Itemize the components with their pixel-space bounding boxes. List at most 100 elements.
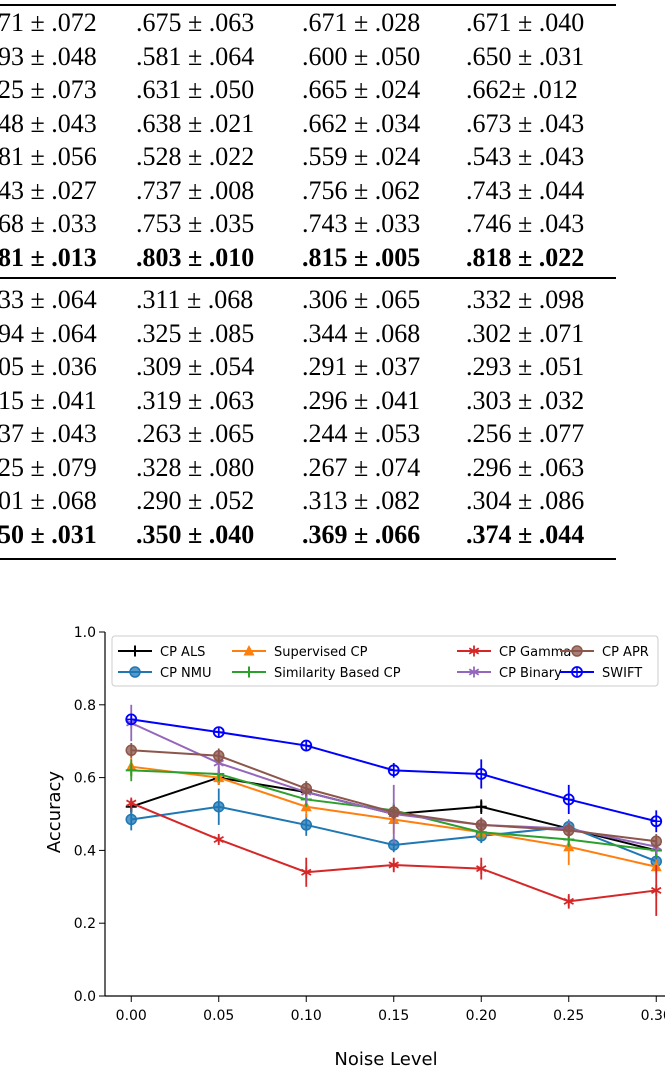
table-cell: .743 ± .044 bbox=[466, 175, 585, 205]
table-cell: .309 ± .054 bbox=[136, 352, 255, 381]
legend-label: CP ALS bbox=[160, 645, 205, 660]
table-cell: 50 ± .031 bbox=[0, 519, 97, 549]
legend-item: CP Gamma bbox=[457, 645, 571, 660]
legend-item: Similarity Based CP bbox=[232, 666, 401, 681]
table-cell: .665 ± .024 bbox=[302, 75, 421, 104]
x-tick-label: 0.25 bbox=[553, 1008, 584, 1024]
table-mid-rule bbox=[0, 277, 616, 279]
data-point bbox=[388, 806, 400, 818]
table-cell: .263 ± .065 bbox=[136, 419, 255, 448]
data-point bbox=[213, 835, 224, 844]
table-cell: .313 ± .082 bbox=[302, 486, 421, 515]
legend-label: Supervised CP bbox=[274, 645, 368, 660]
table-cell: 01 ± .068 bbox=[0, 486, 97, 515]
data-point bbox=[300, 819, 312, 831]
table-bottom-rule bbox=[0, 558, 616, 560]
data-point bbox=[126, 799, 137, 807]
table-cell: .293 ± .051 bbox=[466, 352, 585, 381]
table-cell: .306 ± .065 bbox=[302, 285, 421, 314]
data-point bbox=[125, 813, 137, 826]
table-cell: .673 ± .043 bbox=[466, 108, 585, 138]
data-point bbox=[213, 750, 225, 762]
table-cell: .344 ± .068 bbox=[302, 318, 421, 348]
y-tick-label: 0.8 bbox=[74, 698, 96, 714]
y-tick-label: 1.0 bbox=[74, 625, 96, 641]
legend-item: CP ALS bbox=[118, 645, 205, 660]
series-cp-gamma bbox=[126, 797, 662, 916]
x-axis-label: Noise Level bbox=[334, 1049, 437, 1070]
table-cell: .638 ± .021 bbox=[136, 108, 255, 138]
chart-axes: 0.0 0.2 0.4 0.6 0.8 1.0 0.00 0.05 0.10 0.15 0.20 0.… bbox=[74, 625, 665, 1024]
y-tick-label: 0.0 bbox=[74, 989, 96, 1005]
data-point bbox=[213, 800, 225, 813]
table-cell: .746 ± .043 bbox=[466, 209, 585, 238]
legend-label: CP APR bbox=[602, 645, 649, 660]
series-cp-apr bbox=[125, 743, 662, 849]
legend-label: CP Gamma bbox=[499, 645, 571, 660]
table-cell: .528 ± .022 bbox=[136, 142, 255, 171]
data-point bbox=[125, 744, 137, 757]
table-cell: .737 ± .008 bbox=[136, 175, 255, 205]
legend-item: CP APR bbox=[560, 645, 649, 660]
table-cell: .756 ± .062 bbox=[302, 175, 421, 205]
x-tick-label: 0.20 bbox=[466, 1008, 497, 1024]
table-cell: .559 ± .024 bbox=[302, 142, 421, 171]
table-cell: .350 ± .040 bbox=[136, 519, 255, 549]
table-cell: .662± .012 bbox=[466, 75, 578, 104]
table-cell: .815 ± .005 bbox=[302, 242, 421, 272]
table-cell: .543 ± .043 bbox=[466, 142, 585, 171]
table-cell: 71 ± .072 bbox=[0, 8, 97, 37]
data-point bbox=[301, 868, 312, 876]
table-cell: .291 ± .037 bbox=[302, 352, 421, 381]
data-point bbox=[476, 865, 487, 873]
table-cell: .818 ± .022 bbox=[466, 242, 585, 272]
table-cell: .290 ± .052 bbox=[136, 486, 255, 515]
table-cell: .650 ± .031 bbox=[466, 41, 585, 71]
table-cell: .374 ± .044 bbox=[466, 519, 585, 549]
table-cell: 81 ± .056 bbox=[0, 142, 97, 171]
table-top-rule bbox=[0, 4, 616, 6]
data-point bbox=[243, 645, 255, 656]
x-tick-label: 0.05 bbox=[203, 1008, 234, 1024]
table-cell: .369 ± .066 bbox=[302, 519, 421, 549]
legend-item: SWIFT bbox=[560, 666, 642, 681]
table-cell: .600 ± .050 bbox=[302, 41, 421, 71]
results-table: 71 ± .072 .675 ± .063 .671 ± .028 .671 ± .0… bbox=[0, 4, 616, 560]
legend-item: CP NMU bbox=[118, 666, 212, 681]
table-cell: .296 ± .063 bbox=[466, 452, 585, 482]
table-cell: .302 ± .071 bbox=[466, 318, 585, 348]
y-tick-label: 0.2 bbox=[74, 916, 96, 932]
table-cell: .581 ± .064 bbox=[136, 41, 255, 71]
table-cell: .304 ± .086 bbox=[466, 486, 585, 515]
table-cell: .662 ± .034 bbox=[302, 108, 421, 138]
legend-label: Similarity Based CP bbox=[274, 666, 401, 681]
table-cell: 94 ± .064 bbox=[0, 318, 97, 348]
y-tick-label: 0.4 bbox=[74, 843, 96, 859]
legend-label: CP Binary bbox=[499, 666, 562, 681]
data-point bbox=[571, 645, 583, 657]
x-tick-label: 0.30 bbox=[641, 1008, 665, 1024]
table-cell: 15 ± .041 bbox=[0, 385, 97, 415]
table-cell: 37 ± .043 bbox=[0, 419, 97, 448]
table-cell: .753 ± .035 bbox=[136, 209, 255, 238]
table-cell: .328 ± .080 bbox=[136, 452, 255, 482]
table-cell: .311 ± .068 bbox=[136, 285, 254, 314]
y-tick-label: 0.6 bbox=[74, 771, 96, 787]
series-swift bbox=[125, 713, 663, 833]
x-tick-label: 0.00 bbox=[116, 1008, 147, 1024]
table-cell: .296 ± .041 bbox=[302, 385, 421, 415]
table-cell: .743 ± .033 bbox=[302, 209, 421, 238]
data-point bbox=[129, 666, 141, 678]
data-point bbox=[563, 897, 574, 905]
table-cell: 05 ± .036 bbox=[0, 352, 97, 381]
x-tick-label: 0.15 bbox=[378, 1008, 409, 1024]
table-cell: 81 ± .013 bbox=[0, 242, 97, 272]
table-cell: .325 ± .085 bbox=[136, 318, 255, 348]
table-cell: .303 ± .032 bbox=[466, 385, 585, 415]
table-cell: .267 ± .074 bbox=[302, 452, 421, 482]
data-point bbox=[475, 819, 487, 831]
legend-item: Supervised CP bbox=[232, 645, 368, 660]
table-cell: .675 ± .063 bbox=[136, 8, 255, 37]
table-cell: .332 ± .098 bbox=[466, 285, 585, 314]
table-cell: 43 ± .027 bbox=[0, 175, 97, 205]
